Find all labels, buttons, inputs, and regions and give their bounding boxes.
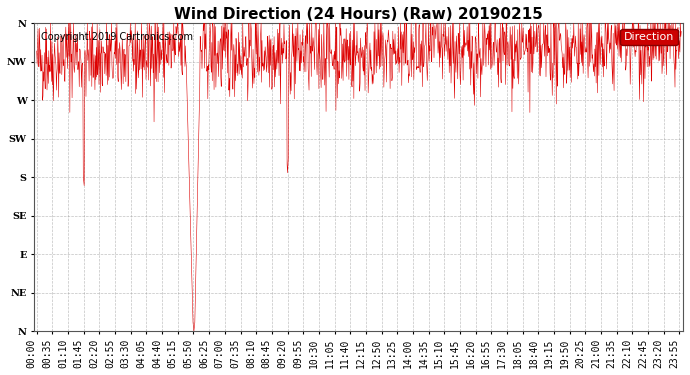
Text: Copyright 2019 Cartronics.com: Copyright 2019 Cartronics.com	[41, 32, 193, 42]
Title: Wind Direction (24 Hours) (Raw) 20190215: Wind Direction (24 Hours) (Raw) 20190215	[175, 7, 543, 22]
Legend: Direction: Direction	[620, 28, 678, 45]
